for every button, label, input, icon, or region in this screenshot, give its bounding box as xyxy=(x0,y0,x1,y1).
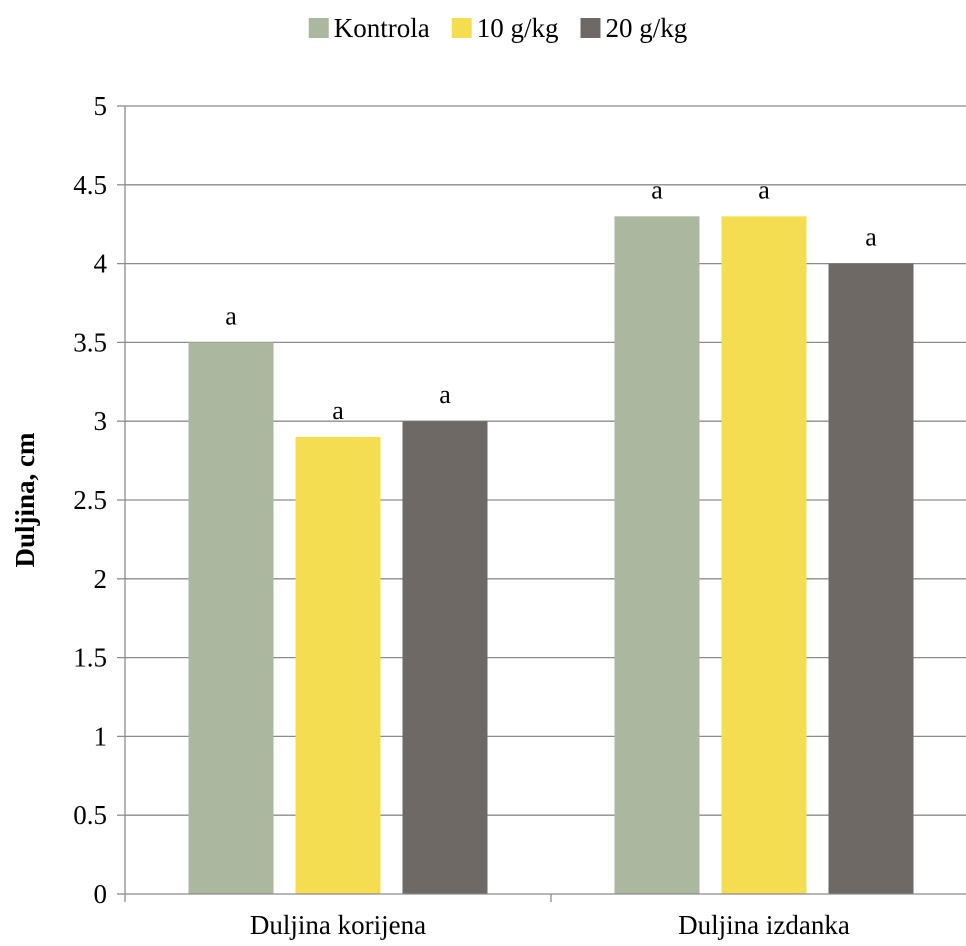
data-label: a xyxy=(651,175,663,204)
y-tick-label: 2 xyxy=(94,564,108,594)
legend-label: Kontrola xyxy=(334,13,430,43)
bar xyxy=(614,216,700,894)
bar xyxy=(295,436,381,894)
y-tick-label: 3.5 xyxy=(73,327,107,357)
y-tick-label: 0.5 xyxy=(73,800,107,830)
legend-label: 20 g/kg xyxy=(605,13,687,43)
legend-swatch xyxy=(580,18,601,38)
y-tick-label: 1 xyxy=(94,721,108,751)
x-tick-label: Duljina korijena xyxy=(250,910,426,940)
bars: a a a a a a xyxy=(188,175,914,895)
legend: Kontrola 10 g/kg 20 g/kg xyxy=(308,13,687,43)
y-tick-label: 3 xyxy=(94,406,108,436)
y-tick-label: 2.5 xyxy=(73,485,107,515)
data-label: a xyxy=(865,223,877,252)
legend-label: 10 g/kg xyxy=(477,13,559,43)
axes: 0 0.5 1 1.5 2 2.5 3 3.5 4 4.5 5 Duljina korijena Dul… xyxy=(73,91,966,940)
y-tick-label: 4 xyxy=(94,249,108,279)
bar xyxy=(828,263,914,895)
legend-swatch xyxy=(308,18,329,38)
y-tick-label: 1.5 xyxy=(73,643,107,673)
data-label: a xyxy=(758,175,770,204)
data-label: a xyxy=(225,301,237,330)
bar xyxy=(402,421,488,894)
x-tick-label: Duljina izdanka xyxy=(678,910,850,940)
bar xyxy=(721,216,807,894)
y-axis-label: Duljina, cm xyxy=(10,432,40,568)
y-tick-label: 0 xyxy=(94,879,108,909)
bar xyxy=(188,342,274,894)
legend-swatch xyxy=(451,18,472,38)
data-label: a xyxy=(332,396,344,425)
y-tick-label: 5 xyxy=(94,91,108,121)
y-tick-label: 4.5 xyxy=(73,170,107,200)
data-label: a xyxy=(439,380,451,409)
